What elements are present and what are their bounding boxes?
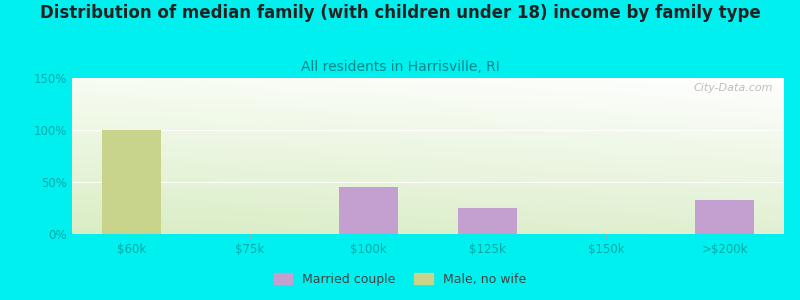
- Text: City-Data.com: City-Data.com: [694, 83, 774, 93]
- Bar: [458, 208, 517, 234]
- Legend: Married couple, Male, no wife: Married couple, Male, no wife: [269, 268, 531, 291]
- Bar: [102, 130, 161, 234]
- Text: All residents in Harrisville, RI: All residents in Harrisville, RI: [301, 60, 499, 74]
- Bar: [339, 187, 398, 234]
- Bar: [695, 200, 754, 234]
- Text: Distribution of median family (with children under 18) income by family type: Distribution of median family (with chil…: [40, 4, 760, 22]
